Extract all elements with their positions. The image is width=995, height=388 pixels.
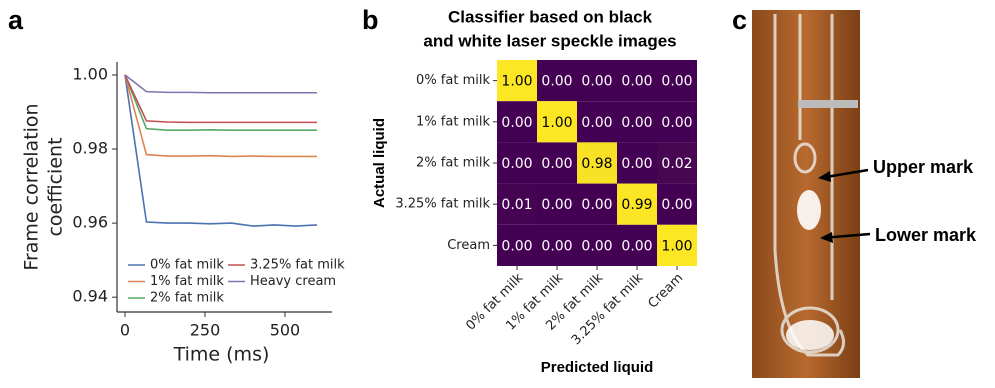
cell-label: 0.00 (621, 115, 652, 131)
y-axis-label: coefficient (45, 137, 67, 236)
sample (797, 190, 821, 230)
series-line (124, 74, 317, 124)
cell-label: 0.02 (661, 156, 692, 172)
chart-title: and white laser speckle images (423, 31, 676, 50)
y-tick-label: 2% fat milk (416, 156, 490, 171)
cell-label: 0.00 (501, 115, 532, 131)
x-tick-label: Cream (645, 271, 686, 312)
heatmap-cell (537, 101, 577, 143)
cell-label: 0.00 (621, 74, 652, 90)
cell-label: 0.00 (661, 74, 692, 90)
heatmap-cell (497, 101, 537, 143)
legend-label: 2% fat milk (150, 291, 224, 306)
heatmap-cell (537, 183, 577, 225)
heatmap-cell (657, 224, 697, 266)
series-line (124, 74, 317, 158)
x-tick-label: 250 (190, 321, 221, 340)
cell-label: 1.00 (541, 115, 572, 131)
cell-label: 0.00 (501, 156, 532, 172)
arrowhead (820, 232, 833, 243)
x-tick-label: 3.25% fat milk (569, 270, 647, 348)
x-tick-label: 500 (270, 321, 301, 340)
heatmap-cell (657, 142, 697, 184)
x-tick-label: 0 (120, 321, 130, 340)
heatmap-cell (617, 224, 657, 266)
sample (786, 320, 834, 350)
heatmap-cell (497, 142, 537, 184)
panel-label: c (732, 5, 747, 35)
heatmap-cell (657, 183, 697, 225)
clamp (798, 100, 858, 108)
series-line (124, 74, 318, 227)
heatmap-cell (537, 224, 577, 266)
y-tick-label: Cream (447, 238, 490, 253)
heatmap-cell (577, 224, 617, 266)
heatmap-cell (537, 60, 577, 102)
y-tick-label: 3.25% fat milk (395, 197, 490, 212)
cell-label: 0.00 (581, 197, 612, 213)
legend-label: 1% fat milk (150, 274, 224, 289)
arrowhead (818, 171, 831, 182)
heatmap-cell (617, 101, 657, 143)
y-tick-label: 0.96 (72, 213, 108, 232)
heatmap-cell (617, 60, 657, 102)
legend-label: 0% fat milk (150, 258, 224, 273)
heatmap-cell (497, 183, 537, 225)
series-line (124, 74, 317, 131)
y-tick-label: 1% fat milk (416, 114, 490, 129)
cell-label: 0.00 (621, 238, 652, 254)
cell-label: 0.00 (621, 156, 652, 172)
cell-label: 1.00 (501, 74, 532, 90)
cell-label: 0.98 (581, 156, 612, 172)
cell-label: 0.00 (501, 238, 532, 254)
legend-label: Heavy cream (250, 274, 336, 289)
cell-label: 0.00 (541, 197, 572, 213)
series-line (124, 74, 317, 94)
heatmap-cell (577, 183, 617, 225)
cell-label: 0.00 (581, 238, 612, 254)
y-tick-label: 0.98 (72, 139, 108, 158)
heatmap-cell (497, 60, 537, 102)
heatmap-cell (577, 142, 617, 184)
cell-label: 0.00 (541, 238, 572, 254)
viscometer (773, 14, 845, 357)
chart-title: Classifier based on black (448, 7, 653, 26)
annotation: Upper mark (873, 157, 974, 177)
legend-label: 3.25% fat milk (250, 258, 345, 273)
cell-label: 0.00 (541, 156, 572, 172)
heatmap-cell (537, 142, 577, 184)
cell-label: 0.00 (581, 74, 612, 90)
panel-label: b (362, 5, 379, 35)
y-tick-label: 0% fat milk (416, 73, 490, 88)
photo: Upper mark Lower mark (752, 10, 977, 378)
heatmap-cell (497, 224, 537, 266)
heatmap-cell (657, 101, 697, 143)
y-axis-label: Frame correlation (21, 103, 43, 270)
cell-label: 0.01 (501, 197, 532, 213)
heatmap-cell (617, 142, 657, 184)
y-tick-label: 0.94 (72, 287, 108, 306)
cell-label: 0.99 (621, 197, 652, 213)
y-axis-label: Actual liquid (371, 118, 388, 208)
cell-label: 1.00 (661, 238, 692, 254)
heatmap-cell (617, 183, 657, 225)
cell-label: 0.00 (661, 115, 692, 131)
heatmap-cell (577, 60, 617, 102)
annotation: Lower mark (875, 225, 977, 245)
cell-label: 0.00 (661, 197, 692, 213)
cell-label: 0.00 (541, 74, 572, 90)
heatmap-cell (657, 60, 697, 102)
x-axis-label: Time (ms) (173, 344, 270, 366)
x-axis-label: Predicted liquid (541, 359, 654, 376)
panel-label: a (8, 5, 24, 35)
y-tick-label: 1.00 (72, 64, 108, 83)
cell-label: 0.00 (581, 115, 612, 131)
heatmap-cell (577, 101, 617, 143)
